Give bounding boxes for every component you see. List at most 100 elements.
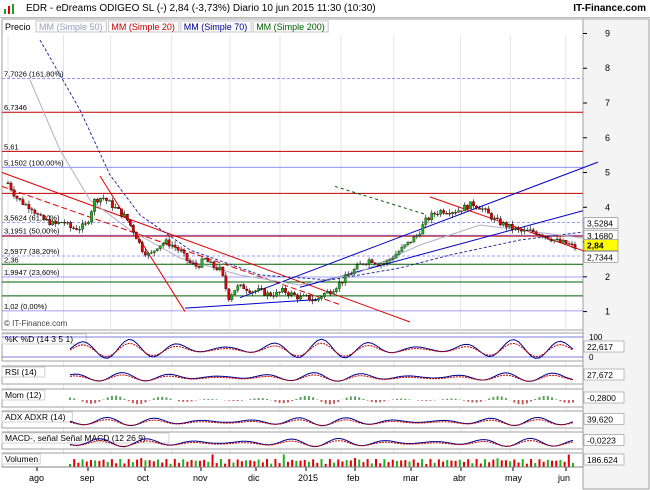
candle-body <box>463 204 466 212</box>
candle-body <box>499 218 502 226</box>
x-tick-label-3: nov <box>193 473 208 483</box>
indicator-tab-label-3: MM (Simple 200) <box>256 22 325 32</box>
candle-body <box>179 250 183 252</box>
candle-body <box>314 300 317 302</box>
candle-body <box>424 217 428 225</box>
blue-channel-upper <box>239 161 599 299</box>
subpanel-label-3: ADX ADXR (14) <box>5 412 66 422</box>
candle-body <box>549 239 553 242</box>
candle-body <box>296 294 299 300</box>
candle-body <box>245 288 249 291</box>
candle-body <box>140 242 144 252</box>
subpanel-value-2: -0,2800 <box>587 393 616 403</box>
candle-body <box>221 266 225 276</box>
candle-body <box>358 263 362 265</box>
candle-body <box>364 263 368 265</box>
subpanel-label-5: Volumen <box>5 454 38 464</box>
red-recent-line <box>429 196 599 257</box>
candle-body <box>149 252 153 254</box>
candle-body <box>230 294 234 300</box>
candle-body <box>391 258 395 260</box>
candle-body <box>200 258 204 268</box>
subpanel-value-1: 27,672 <box>587 370 613 380</box>
subpanel-tab-0 <box>1 333 87 345</box>
candle-body <box>284 288 287 293</box>
candle-body <box>212 261 216 268</box>
candle-body <box>343 274 347 283</box>
subpanel-value-box-4 <box>583 434 625 446</box>
candle-body <box>460 210 463 212</box>
candle-body <box>311 300 314 302</box>
candle-body <box>454 212 457 214</box>
candle-body <box>257 288 261 291</box>
candle-body <box>15 195 19 199</box>
candle-body <box>308 295 311 301</box>
candle-body <box>161 243 165 246</box>
candle-body <box>561 240 565 243</box>
candle-body <box>418 233 422 236</box>
candle-body <box>385 260 389 264</box>
chart-menu-icon[interactable] <box>3 3 15 15</box>
y-tick-label-1: 1 <box>605 307 610 317</box>
subpanel-label-0: %K %D (14 3 5 1) <box>5 334 73 344</box>
candle-body <box>287 292 290 296</box>
candle-body <box>227 288 231 300</box>
candle-body <box>251 291 255 293</box>
candle-body <box>272 295 275 297</box>
candle-body <box>510 224 514 230</box>
level-label-2: 5,61 <box>4 142 19 151</box>
candle-body <box>269 292 272 296</box>
candle-body <box>439 210 443 215</box>
subpanel-label-1: RSI (14) <box>5 367 37 377</box>
candle-body <box>379 263 383 266</box>
candle-body <box>224 275 228 289</box>
subpanel-value-box-1 <box>583 368 625 381</box>
level-label-9: 2,36 <box>4 255 19 264</box>
candle-body <box>254 290 258 292</box>
stoch-tick-0: 0 <box>589 353 594 362</box>
subpanel-value-box-2 <box>583 391 625 404</box>
level-label-5: 3,5624 (61,80%) <box>4 213 60 222</box>
candle-body <box>516 227 520 230</box>
candle-body <box>505 222 508 228</box>
price-tag-label-0: 3,5284 <box>587 219 613 229</box>
oscillator-signal-4 <box>69 440 574 447</box>
candle-body <box>469 201 472 210</box>
candle-body <box>45 219 49 221</box>
candle-body <box>564 240 568 244</box>
candle-body <box>24 204 28 206</box>
candle-body <box>60 221 64 224</box>
candle-body <box>99 197 102 203</box>
candle-body <box>394 254 398 259</box>
x-tick-label-5: 2015 <box>298 473 318 483</box>
candle-body <box>203 258 207 260</box>
candle-body <box>573 244 577 249</box>
candle-body <box>9 182 13 190</box>
candle-body <box>114 207 117 209</box>
candle-body <box>260 288 264 290</box>
candle-body <box>120 208 123 217</box>
candle-body <box>215 267 219 271</box>
candle-body <box>197 266 201 268</box>
candle-body <box>570 243 574 245</box>
candle-body <box>355 264 359 270</box>
price-panel-label: Precio <box>5 22 31 32</box>
candle-body <box>531 229 535 232</box>
candle-body <box>164 239 168 244</box>
candle-body <box>42 215 46 220</box>
x-tick-label-10: jun <box>557 473 570 483</box>
oscillator-signal-1 <box>69 374 574 382</box>
candle-body <box>346 274 350 276</box>
candle-body <box>167 239 171 247</box>
candle-body <box>66 222 70 224</box>
subpanel-tab-3 <box>1 411 73 423</box>
candle-body <box>6 182 10 184</box>
indicator-tab-0 <box>35 20 107 33</box>
candle-body <box>567 243 571 245</box>
candle-body <box>388 259 392 262</box>
x-tick-label-4: dic <box>248 473 260 483</box>
ma-70-line <box>39 39 584 281</box>
oscillator-signal-3 <box>69 419 574 426</box>
candle-body <box>322 293 326 297</box>
x-tick-label-1: sep <box>80 473 95 483</box>
